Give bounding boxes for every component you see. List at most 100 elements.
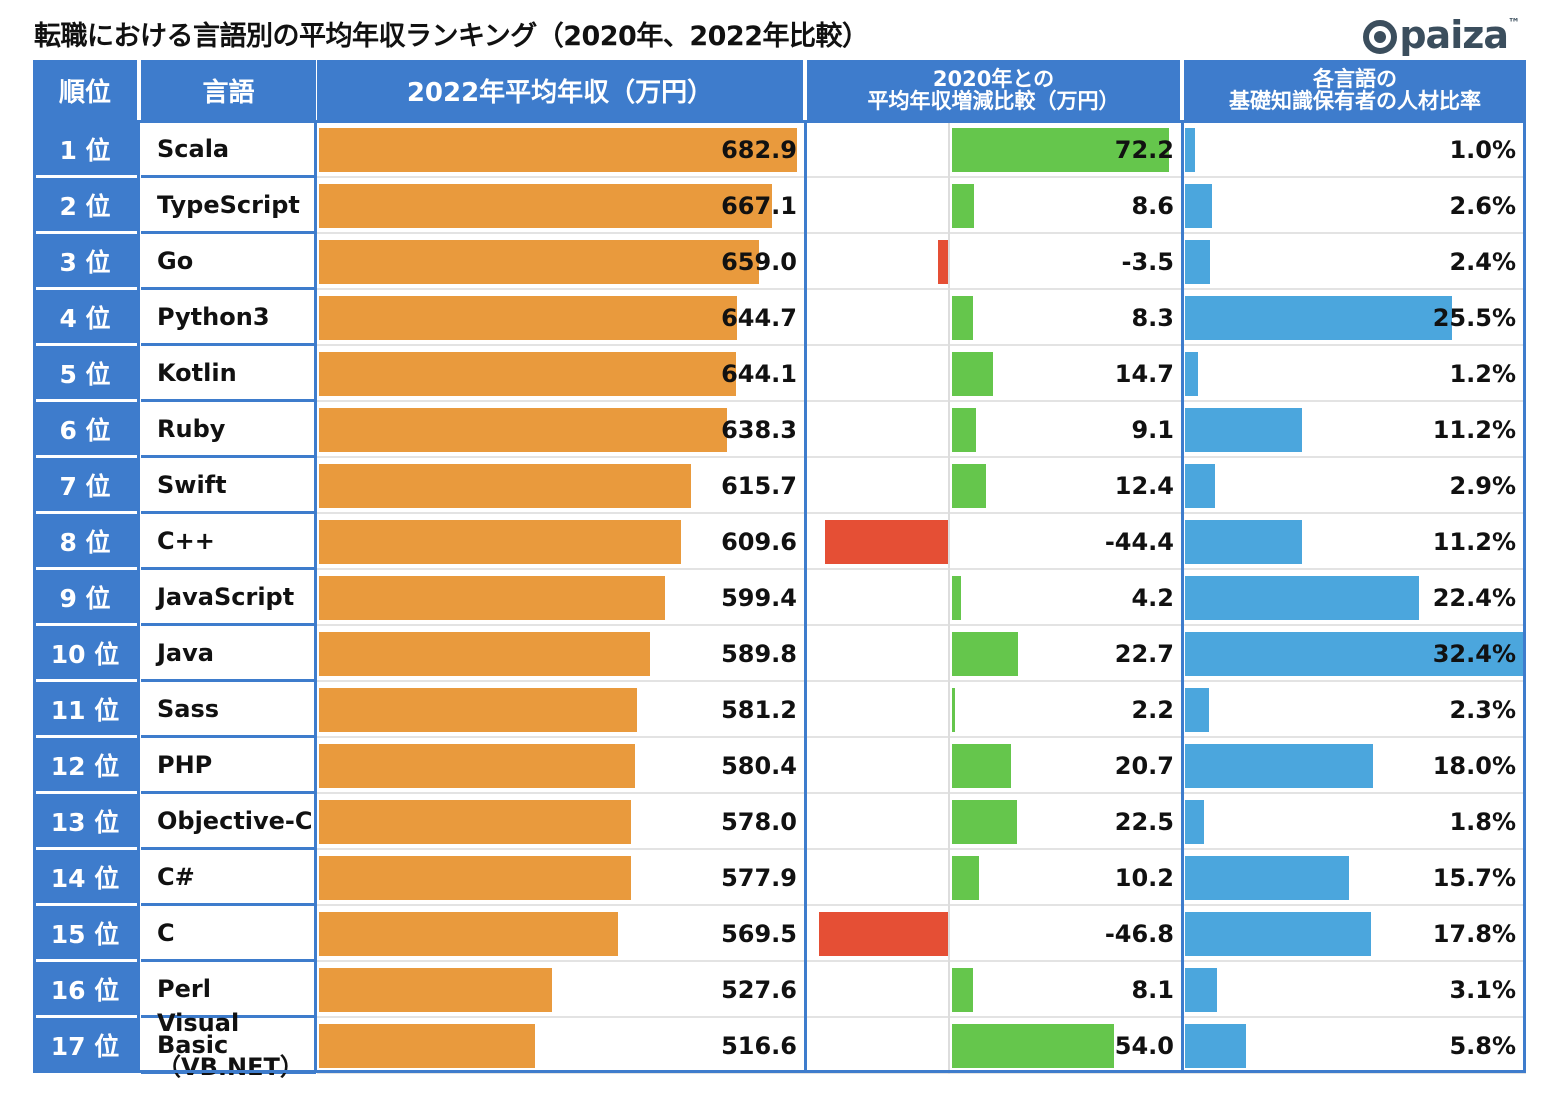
row-gridline: [317, 232, 1526, 234]
salary-diff-bar: [952, 632, 1018, 676]
salary-diff-bar: [938, 240, 948, 284]
salary-diff-value: -44.4: [1104, 528, 1174, 556]
salary-value: 667.1: [721, 192, 797, 220]
salary-diff-bar: [952, 184, 975, 228]
paiza-logo-text: paiza: [1399, 13, 1509, 57]
header-salary-2022: 2022年平均年収（万円）: [317, 60, 803, 120]
row-gridline: [317, 288, 1526, 290]
row-gridline: [317, 624, 1526, 626]
column-divider: [804, 120, 807, 1073]
salary-bar: [319, 464, 691, 508]
salary-bar: [319, 352, 736, 396]
header-salary-diff-line2: 平均年収増減比較（万円）: [867, 89, 1120, 113]
row-gridline: [317, 792, 1526, 794]
salary-value: 644.1: [721, 360, 797, 388]
salary-value: 659.0: [721, 248, 797, 276]
language-name: TypeScript: [157, 190, 300, 219]
language-name: （VB.NET）: [157, 1052, 304, 1081]
salary-diff-bar: [818, 912, 948, 956]
talent-ratio-bar: [1185, 800, 1204, 844]
salary-value: 577.9: [721, 864, 797, 892]
salary-value: 609.6: [721, 528, 797, 556]
salary-diff-value: 10.2: [1114, 864, 1174, 892]
rank-cell: 3 位: [33, 234, 137, 290]
talent-ratio-value: 1.8%: [1449, 808, 1516, 836]
talent-ratio-value: 18.0%: [1432, 752, 1516, 780]
salary-diff-value: 20.7: [1114, 752, 1174, 780]
header-talent-ratio-line1: 各言語の: [1313, 67, 1397, 91]
language-name: Kotlin: [157, 358, 237, 387]
paiza-logo: paiza ™: [1363, 10, 1520, 60]
salary-diff-value: 72.2: [1114, 136, 1174, 164]
salary-value: 580.4: [721, 752, 797, 780]
talent-ratio-value: 2.9%: [1449, 472, 1516, 500]
language-name: C++: [157, 526, 215, 555]
language-name: Python3: [157, 302, 270, 331]
salary-bar: [319, 296, 737, 340]
row-gridline: [317, 904, 1526, 906]
salary-diff-value: 22.7: [1114, 640, 1174, 668]
header-talent-ratio: 各言語の 基礎知識保有者の人材比率: [1184, 60, 1526, 120]
language-cell: Python3: [141, 290, 316, 346]
language-cell: Go: [141, 234, 316, 290]
row-gridline: [317, 512, 1526, 514]
talent-ratio-value: 2.3%: [1449, 696, 1516, 724]
language-cell: TypeScript: [141, 178, 316, 234]
language-name: Scala: [157, 134, 230, 163]
language-cell: Kotlin: [141, 346, 316, 402]
salary-diff-bar: [952, 744, 1012, 788]
language-name: Objective-C: [157, 806, 313, 835]
talent-ratio-bar: [1185, 856, 1350, 900]
column-divider: [1181, 120, 1184, 1073]
salary-value: 615.7: [721, 472, 797, 500]
salary-value: 599.4: [721, 584, 797, 612]
language-cell: C#: [141, 850, 316, 906]
language-name: Visual Basic: [157, 1008, 240, 1059]
salary-diff-bar: [952, 856, 980, 900]
salary-bar: [319, 576, 666, 620]
salary-diff-value: 8.3: [1131, 304, 1174, 332]
language-cell: Ruby: [141, 402, 316, 458]
salary-diff-value: -3.5: [1121, 248, 1174, 276]
row-gridline: [317, 848, 1526, 850]
row-gridline: [317, 736, 1526, 738]
salary-value: 527.6: [721, 976, 797, 1004]
salary-value: 638.3: [721, 416, 797, 444]
talent-ratio-value: 2.4%: [1449, 248, 1516, 276]
rank-cell: 16 位: [33, 962, 137, 1018]
talent-ratio-bar: [1185, 408, 1303, 452]
salary-diff-bar: [952, 576, 961, 620]
talent-ratio-value: 15.7%: [1432, 864, 1516, 892]
talent-ratio-bar: [1185, 240, 1211, 284]
chart-title: 転職における言語別の平均年収ランキング（2020年、2022年比較）: [34, 21, 869, 52]
column-divider: [314, 120, 317, 1073]
salary-bar: [319, 240, 760, 284]
language-name: Sass: [157, 694, 220, 723]
header-rank: 順位: [33, 60, 137, 120]
row-gridline: [317, 680, 1526, 682]
language-cell: Visual Basic （VB.NET）: [141, 1011, 316, 1079]
salary-bar: [319, 520, 682, 564]
salary-diff-bar: [952, 128, 1170, 172]
language-cell: Swift: [141, 458, 316, 514]
language-name: Java: [157, 638, 214, 667]
salary-diff-value: 4.2: [1131, 584, 1174, 612]
ranking-table: 順位 言語 2022年平均年収（万円） 2020年との 平均年収増減比較（万円）…: [33, 60, 1526, 1079]
language-cell: Sass: [141, 682, 316, 738]
language-cell: JavaScript: [141, 570, 316, 626]
column-divider: [137, 120, 140, 1073]
rank-cell: 6 位: [33, 402, 137, 458]
rank-cell: 8 位: [33, 514, 137, 570]
salary-value: 644.7: [721, 304, 797, 332]
language-name: Perl: [157, 974, 211, 1003]
rank-cell: 7 位: [33, 458, 137, 514]
talent-ratio-value: 22.4%: [1432, 584, 1516, 612]
salary-bar: [319, 912, 619, 956]
salary-bar: [319, 744, 636, 788]
row-gridline: [317, 400, 1526, 402]
salary-diff-bar: [825, 520, 948, 564]
salary-diff-value: 12.4: [1114, 472, 1174, 500]
talent-ratio-bar: [1185, 688, 1210, 732]
language-name: C: [157, 918, 175, 947]
salary-diff-value: 2.2: [1131, 696, 1174, 724]
